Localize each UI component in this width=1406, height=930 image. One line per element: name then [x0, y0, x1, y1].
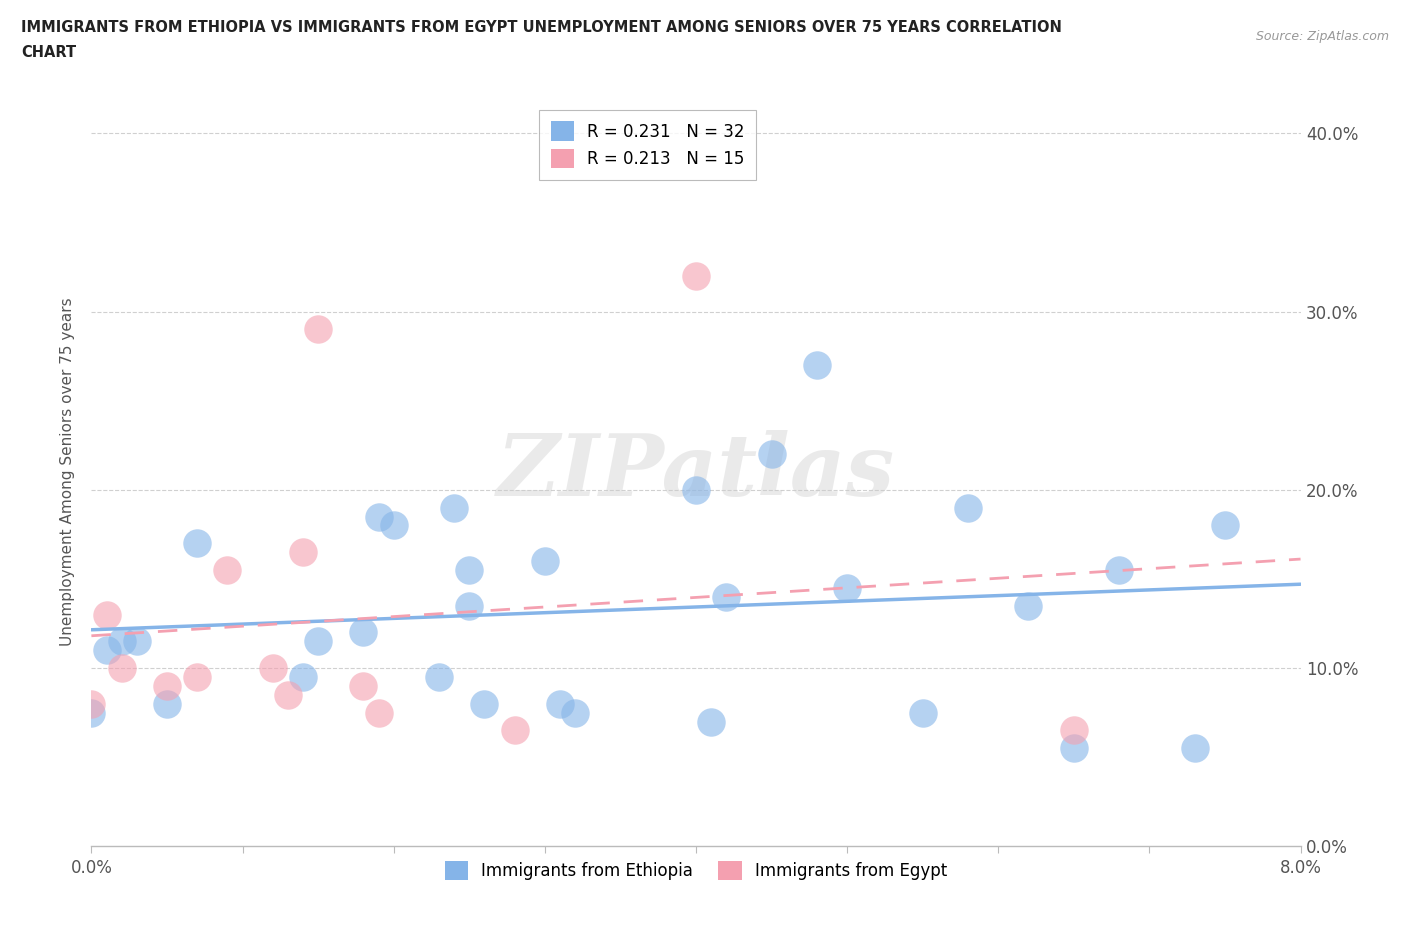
Point: [911, 705, 934, 720]
Y-axis label: Unemployment Among Seniors over 75 years: Unemployment Among Seniors over 75 years: [60, 298, 76, 646]
Point: [96, 643, 118, 658]
Point: [700, 714, 723, 729]
Point: [458, 563, 481, 578]
Point: [217, 563, 239, 578]
Point: [714, 590, 737, 604]
Point: [443, 500, 465, 515]
Point: [1213, 518, 1236, 533]
Point: [835, 580, 858, 595]
Point: [685, 269, 707, 284]
Point: [352, 625, 374, 640]
Point: [262, 660, 284, 675]
Point: [186, 670, 208, 684]
Point: [307, 634, 329, 649]
Text: IMMIGRANTS FROM ETHIOPIA VS IMMIGRANTS FROM EGYPT UNEMPLOYMENT AMONG SENIORS OVE: IMMIGRANTS FROM ETHIOPIA VS IMMIGRANTS F…: [21, 20, 1062, 35]
Point: [956, 500, 979, 515]
Point: [1018, 598, 1040, 613]
Point: [367, 509, 389, 524]
Point: [548, 697, 571, 711]
Point: [458, 598, 481, 613]
Point: [1184, 741, 1206, 756]
Point: [564, 705, 586, 720]
Point: [472, 697, 495, 711]
Point: [367, 705, 389, 720]
Point: [111, 660, 132, 675]
Point: [292, 545, 315, 560]
Point: [1108, 563, 1130, 578]
Point: [186, 536, 208, 551]
Point: [111, 634, 132, 649]
Point: [277, 687, 299, 702]
Point: [156, 679, 179, 694]
Point: [125, 634, 148, 649]
Text: Source: ZipAtlas.com: Source: ZipAtlas.com: [1256, 30, 1389, 43]
Point: [806, 357, 828, 372]
Point: [292, 670, 315, 684]
Point: [80, 705, 103, 720]
Text: CHART: CHART: [21, 45, 76, 60]
Point: [156, 697, 179, 711]
Point: [533, 553, 555, 568]
Point: [96, 607, 118, 622]
Point: [307, 322, 329, 337]
Point: [685, 483, 707, 498]
Point: [427, 670, 450, 684]
Point: [761, 446, 783, 461]
Point: [1063, 741, 1085, 756]
Text: ZIPatlas: ZIPatlas: [496, 431, 896, 513]
Point: [80, 697, 103, 711]
Point: [382, 518, 405, 533]
Legend: Immigrants from Ethiopia, Immigrants from Egypt: Immigrants from Ethiopia, Immigrants fro…: [439, 854, 953, 886]
Point: [352, 679, 374, 694]
Point: [1063, 723, 1085, 737]
Point: [503, 723, 526, 737]
